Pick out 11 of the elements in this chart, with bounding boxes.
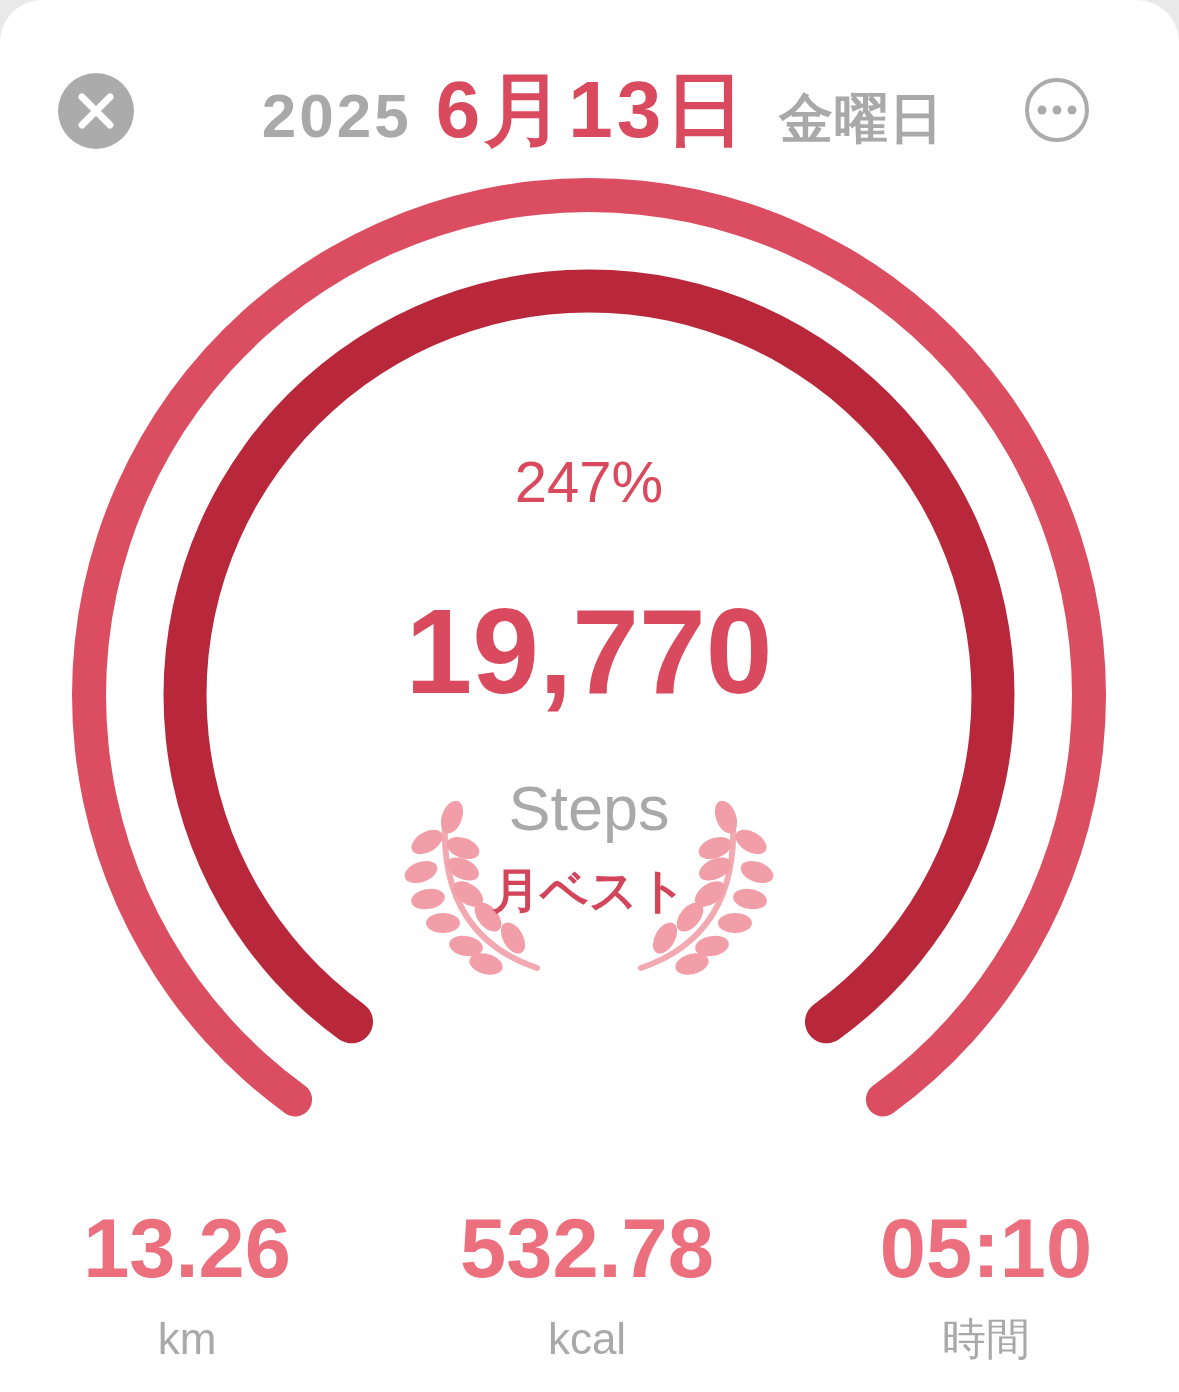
text: 05:10 (879, 1202, 1093, 1295)
text: 532.78 (460, 1202, 714, 1295)
text: 時間 (942, 1314, 1030, 1363)
text: 月ベスト (490, 864, 687, 917)
text: 13.26 (83, 1202, 291, 1295)
text: Steps (508, 773, 670, 843)
text: km (157, 1314, 217, 1363)
text: 247% (514, 449, 664, 514)
text: 19,770 (405, 584, 773, 718)
text: kcal (547, 1314, 627, 1363)
chart-title: 2025 6月13日 金曜日 (261, 65, 945, 154)
